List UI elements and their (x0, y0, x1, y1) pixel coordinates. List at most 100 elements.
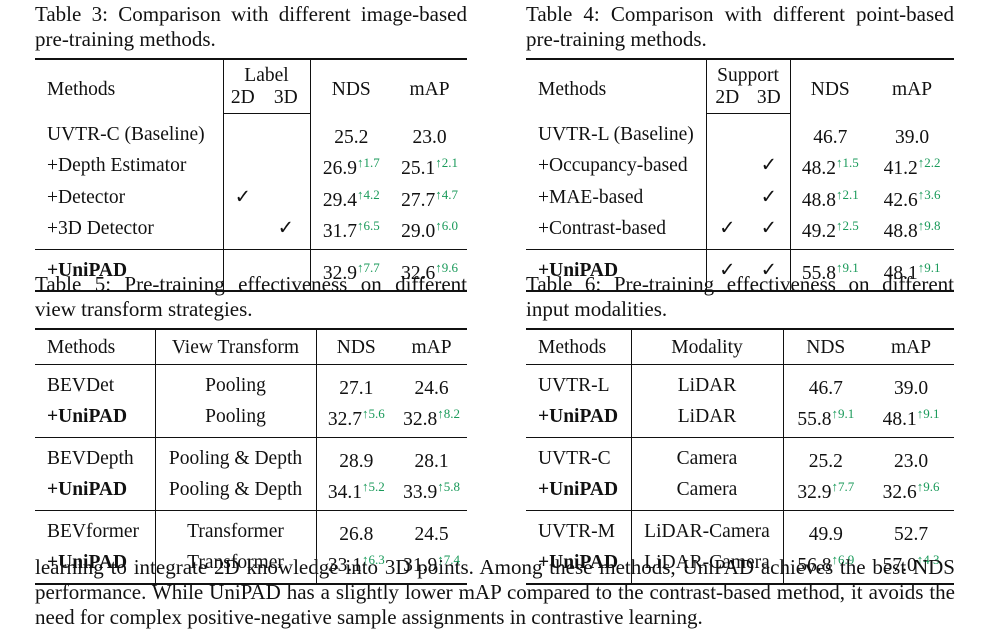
mid-cell: LiDAR (631, 401, 784, 437)
nds-cell: 55.8↑9.1 (783, 401, 868, 437)
map-cell-improvement: ↑9.6 (435, 259, 458, 275)
method-cell-text: UVTR-C (Baseline) (47, 123, 205, 145)
mid-cell: Transformer (155, 509, 317, 547)
map-cell: 48.1↑9.1 (870, 248, 954, 292)
table-row: UVTR-C Camera 25.2 23.0 (526, 436, 954, 474)
map-cell-improvement: ↑2.2 (917, 155, 941, 170)
method-cell-text: +3D Detector (47, 218, 154, 239)
method-cell: BEVformer (35, 509, 156, 547)
mid-cell: Pooling & Depth (155, 474, 317, 510)
table-row: UVTR-L LiDAR 46.7 39.0 (526, 364, 954, 401)
mid-cell: Camera (631, 436, 784, 474)
method-cell-text: +UniPAD (47, 406, 128, 427)
map-cell: 27.7↑4.7 (392, 182, 467, 214)
nds-cell-value: 55.8 (801, 262, 836, 284)
nds-cell-improvement: ↑2.1 (835, 186, 859, 202)
method-cell: +MAE-based (526, 181, 707, 213)
header-methods: Methods (526, 58, 707, 114)
method-cell: +Detector (35, 181, 224, 213)
header-nds-text: NDS (806, 337, 846, 358)
nds-cell-improvement: ↑5.2 (361, 479, 385, 494)
header-nds: NDS (310, 58, 392, 114)
table-3-grid: Methods Label NDS mAP 2D 3D UVTR-C (Baseline) 2… (35, 58, 467, 292)
header-sub-3d-text: 3D (756, 87, 781, 108)
method-cell: +UniPAD (35, 547, 156, 585)
mid-cell-text: Transformer (187, 520, 284, 542)
method-cell-text: +UniPAD (538, 552, 619, 573)
table-5-grid: Methods View Transform NDS mAP BEVDet Pooling… (35, 328, 467, 585)
table-3: Table 3: Comparison with different image… (35, 2, 467, 292)
table-row: +UniPAD LiDAR-Camera 56.8↑6.9 57.0↑4.3 (526, 547, 954, 585)
method-cell: UVTR-L (526, 364, 632, 401)
mid-cell-text: LiDAR-Camera (644, 520, 770, 542)
map-cell-value: 48.1 (883, 262, 918, 284)
header-nds-text: NDS (336, 337, 376, 358)
nds-cell: 32.9↑7.7 (783, 474, 868, 510)
header-sub-2d-text: 2D (230, 87, 255, 108)
header-row: Methods Modality NDS mAP (526, 328, 954, 365)
method-cell-text: +UniPAD (538, 259, 619, 281)
nds-cell-improvement: ↑6.3 (361, 552, 385, 567)
nds-cell-value: 26.8 (339, 523, 374, 545)
header-map: mAP (870, 58, 954, 114)
nds-cell: 56.8↑6.9 (783, 547, 868, 585)
nds-cell: 49.2↑2.5 (790, 213, 870, 249)
method-cell-text: BEVformer (47, 520, 140, 542)
method-cell: +UniPAD (526, 401, 632, 437)
check-3d-cell-text: ✓ (277, 218, 294, 239)
header-nds-text: NDS (331, 78, 371, 100)
map-cell: 25.1↑2.1 (392, 150, 467, 182)
header-group-text: Support (717, 65, 779, 86)
method-cell-text: +Occupancy-based (538, 155, 688, 176)
nds-cell-value: 25.2 (334, 126, 369, 148)
table-row-final: +UniPAD ✓ ✓ 55.8↑9.1 48.1↑9.1 (526, 248, 954, 292)
table-5-caption: Table 5: Pre-training effectiveness on d… (35, 272, 467, 321)
table-6: Table 6: Pre-training effectiveness on d… (526, 272, 954, 585)
method-cell: +Occupancy-based (526, 150, 707, 182)
check-3d-cell (262, 181, 311, 213)
header-sub-2d: 2D (706, 87, 748, 114)
nds-cell-value: 32.9 (322, 262, 357, 284)
map-cell: 29.0↑6.0 (392, 213, 467, 249)
check-2d-cell-text: ✓ (234, 186, 251, 208)
nds-cell: 33.1↑6.3 (316, 547, 396, 585)
nds-cell: 25.2 (783, 436, 868, 474)
check-2d-cell (223, 213, 262, 249)
check-2d-cell (706, 114, 748, 151)
header-methods: Methods (35, 58, 224, 114)
map-cell-value: 52.7 (893, 523, 929, 545)
header-methods-text: Methods (538, 78, 607, 100)
map-cell: 28.1 (396, 436, 467, 474)
nds-cell-improvement: ↑1.5 (835, 155, 859, 170)
header-row: Methods Label NDS mAP (35, 58, 467, 114)
nds-cell: 46.7 (790, 114, 870, 151)
header-row: Methods Support NDS mAP (526, 58, 954, 114)
table-row: +UniPAD Camera 32.9↑7.7 32.6↑9.6 (526, 474, 954, 510)
map-cell-value: 48.1 (882, 409, 917, 430)
header-group-text: Label (244, 65, 289, 86)
method-cell: +UniPAD (526, 248, 707, 292)
mid-cell-text: Pooling (205, 406, 266, 427)
header-map-text: mAP (891, 78, 933, 100)
check-3d-cell-text: ✓ (760, 155, 777, 176)
map-cell-value: 29.0 (401, 221, 436, 242)
map-cell-value: 39.0 (893, 377, 929, 399)
table-row-final: +UniPAD 32.9↑7.7 32.6↑9.6 (35, 248, 467, 292)
map-cell-improvement: ↑9.1 (917, 259, 941, 275)
method-cell: +Contrast-based (526, 213, 707, 249)
nds-cell-improvement: ↑9.1 (835, 259, 859, 275)
check-3d-cell: ✓ (748, 248, 791, 292)
table-row: +Depth Estimator 26.9↑1.7 25.1↑2.1 (35, 150, 467, 182)
check-3d-cell-text: ✓ (760, 259, 777, 281)
nds-cell: 55.8↑9.1 (790, 248, 870, 292)
method-cell-text: BEVDet (47, 374, 115, 396)
nds-cell-value: 25.2 (808, 450, 843, 472)
nds-cell-value: 49.2 (801, 221, 836, 242)
header-nds: NDS (316, 328, 396, 365)
nds-cell: 26.9↑1.7 (310, 150, 392, 182)
nds-cell-value: 31.7 (322, 221, 357, 242)
map-cell-value: 39.0 (894, 126, 930, 148)
mid-cell-text: Pooling (205, 374, 266, 396)
header-map-text: mAP (890, 337, 932, 358)
map-cell: 48.1↑9.1 (868, 401, 954, 437)
